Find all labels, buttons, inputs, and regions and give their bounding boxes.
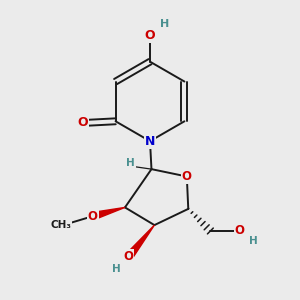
Text: O: O (123, 250, 133, 262)
Text: N: N (145, 135, 155, 148)
Polygon shape (92, 207, 125, 220)
Text: H: H (249, 236, 257, 246)
Polygon shape (126, 225, 154, 258)
Text: O: O (235, 224, 245, 238)
Text: O: O (182, 170, 192, 183)
Text: O: O (88, 210, 98, 223)
Text: H: H (127, 158, 135, 168)
Text: H: H (160, 19, 169, 29)
Text: O: O (145, 29, 155, 42)
Text: CH₃: CH₃ (50, 220, 71, 230)
Text: O: O (78, 116, 88, 129)
Text: H: H (112, 264, 121, 274)
